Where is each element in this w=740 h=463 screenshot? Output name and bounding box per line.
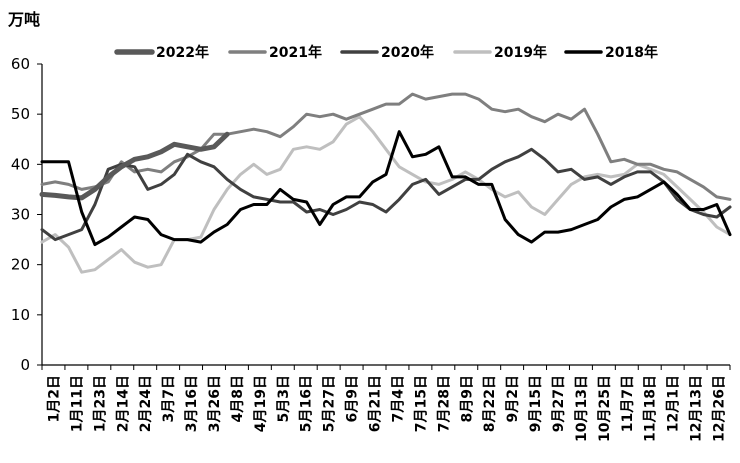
x-tick-label: 9月15日 [528,375,544,432]
x-tick-label: 7月4日 [390,375,406,422]
x-tick-label: 9月27日 [551,375,567,432]
legend-label: 2022年 [156,44,209,61]
x-tick-label: 1月2日 [46,375,62,422]
x-tick-label: 3月7日 [161,375,177,422]
x-tick-label: 3月16日 [184,375,200,432]
x-tick-label: 9月2日 [505,375,521,422]
x-tick-label: 3月26日 [207,375,223,432]
x-tick-label: 4月8日 [230,375,246,422]
x-tick-label: 6月21日 [368,375,384,432]
x-tick-label: 5月3日 [276,375,292,422]
x-tick-label: 12月13日 [689,375,705,442]
legend-label: 2019年 [494,44,547,61]
x-tick-label: 7月28日 [436,375,452,432]
legend-label: 2021年 [269,44,322,61]
series-layer [39,92,732,274]
x-tick-label: 1月11日 [69,375,85,432]
legend-label: 2018年 [605,44,658,61]
x-tick-label: 11月18日 [643,375,659,442]
x-tick-label: 2月24日 [138,375,154,432]
y-tick-label: 60 [11,55,30,73]
x-tick-label: 7月15日 [413,375,429,432]
legend-label: 2020年 [381,44,434,61]
x-tick-label: 10月13日 [574,375,590,442]
y-tick-label: 30 [11,206,30,224]
x-tick-label: 2月14日 [115,375,131,432]
x-tick-label: 5月16日 [299,375,315,432]
x-tick-label: 8月22日 [482,375,498,432]
series-line-2018年 [40,130,732,247]
x-tick-label: 5月27日 [322,375,338,432]
y-tick-label: 50 [11,105,30,123]
series-line-2020年 [40,147,732,242]
y-tick-label: 20 [11,256,30,274]
y-axis-unit-label: 万吨 [8,10,41,29]
y-tick-label: 0 [20,356,30,374]
x-tick-label: 6月9日 [345,375,361,422]
y-tick-label: 40 [11,155,30,173]
x-tick-label: 8月9日 [459,375,475,422]
x-tick-label: 11月7日 [620,375,636,432]
chart-axes: 0 10 20 30 40 50 60 1月2日 1月11日 1月23日 2月14日 2月24日 3月7… [11,55,731,442]
x-tick-label: 10月25日 [597,375,613,442]
y-tick-label: 10 [11,306,30,324]
series-line-2022年 [39,131,230,201]
chart-legend: 2022年 2021年 2020年 2019年 2018年 [114,44,658,61]
x-tick-label: 12月26日 [712,375,728,442]
series-line-2021年 [40,92,732,201]
series-line-2019年 [40,115,732,274]
x-tick-label: 1月23日 [92,375,108,432]
x-tick-label: 12月1日 [666,375,682,432]
x-tick-label: 4月19日 [253,375,269,432]
